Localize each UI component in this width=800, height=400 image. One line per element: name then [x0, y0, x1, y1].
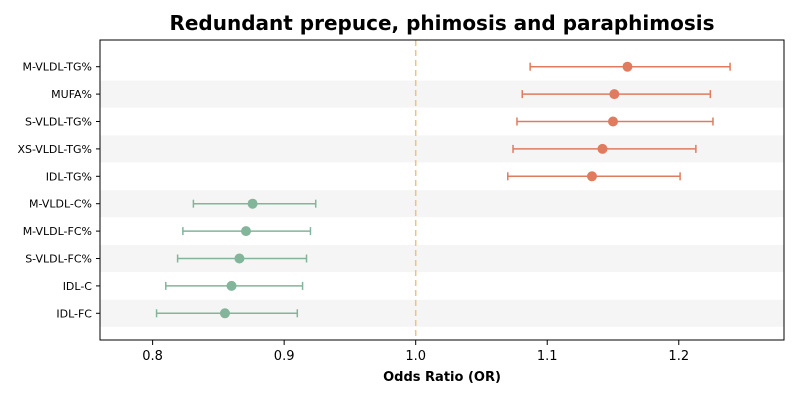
y-axis-ticks: M-VLDL-TG% MUFA% S-VLDL-TG% XS-VLDL-TG% IDL-… — [17, 61, 100, 320]
odds-ratio-point — [247, 198, 258, 209]
forest-row — [155, 308, 299, 319]
forest-row — [176, 253, 308, 264]
plot-frame — [99, 39, 785, 341]
forest-marks — [155, 61, 731, 319]
x-tick-label: 1.2 — [668, 349, 689, 364]
forest-row — [516, 116, 714, 127]
x-tick-label: 1.0 — [405, 349, 426, 364]
y-tick-label: M-VLDL-C% — [29, 198, 92, 211]
odds-ratio-point — [608, 116, 618, 127]
odds-ratio-point — [586, 171, 597, 182]
y-tick-label: IDL-TG% — [46, 170, 92, 183]
x-tick-label: 0.8 — [142, 349, 163, 364]
y-tick-label: XS-VLDL-TG% — [17, 143, 92, 156]
y-tick-label: S-VLDL-TG% — [25, 116, 92, 129]
odds-ratio-point — [234, 253, 245, 264]
odds-ratio-point — [609, 89, 620, 100]
odds-ratio-point — [597, 143, 608, 154]
y-tick-label: IDL-FC — [56, 307, 92, 320]
y-tick-label: M-VLDL-TG% — [22, 61, 92, 74]
x-axis-label: Odds Ratio (OR) — [383, 370, 501, 385]
y-tick-label: S-VLDL-FC% — [25, 253, 92, 266]
chart-title: Redundant prepuce, phimosis and paraphim… — [169, 11, 714, 35]
odds-ratio-point — [622, 61, 633, 72]
y-tick-label: M-VLDL-FC% — [23, 225, 92, 238]
forest-row — [512, 143, 697, 154]
x-axis-ticks: 0.8 0.9 1.0 1.1 1.2 — [142, 340, 689, 364]
forest-row — [182, 226, 312, 237]
y-tick-label: MUFA% — [51, 88, 92, 101]
odds-ratio-point — [241, 226, 252, 237]
forest-row — [192, 198, 317, 209]
x-tick-label: 1.1 — [537, 349, 558, 364]
x-tick-label: 0.9 — [274, 349, 295, 364]
forest-row — [529, 61, 731, 72]
odds-ratio-point — [226, 280, 237, 291]
forest-row — [165, 280, 304, 291]
forest-row — [507, 171, 681, 182]
odds-ratio-point — [219, 308, 230, 319]
y-tick-label: IDL-C — [63, 280, 93, 293]
forest-row — [521, 89, 712, 100]
